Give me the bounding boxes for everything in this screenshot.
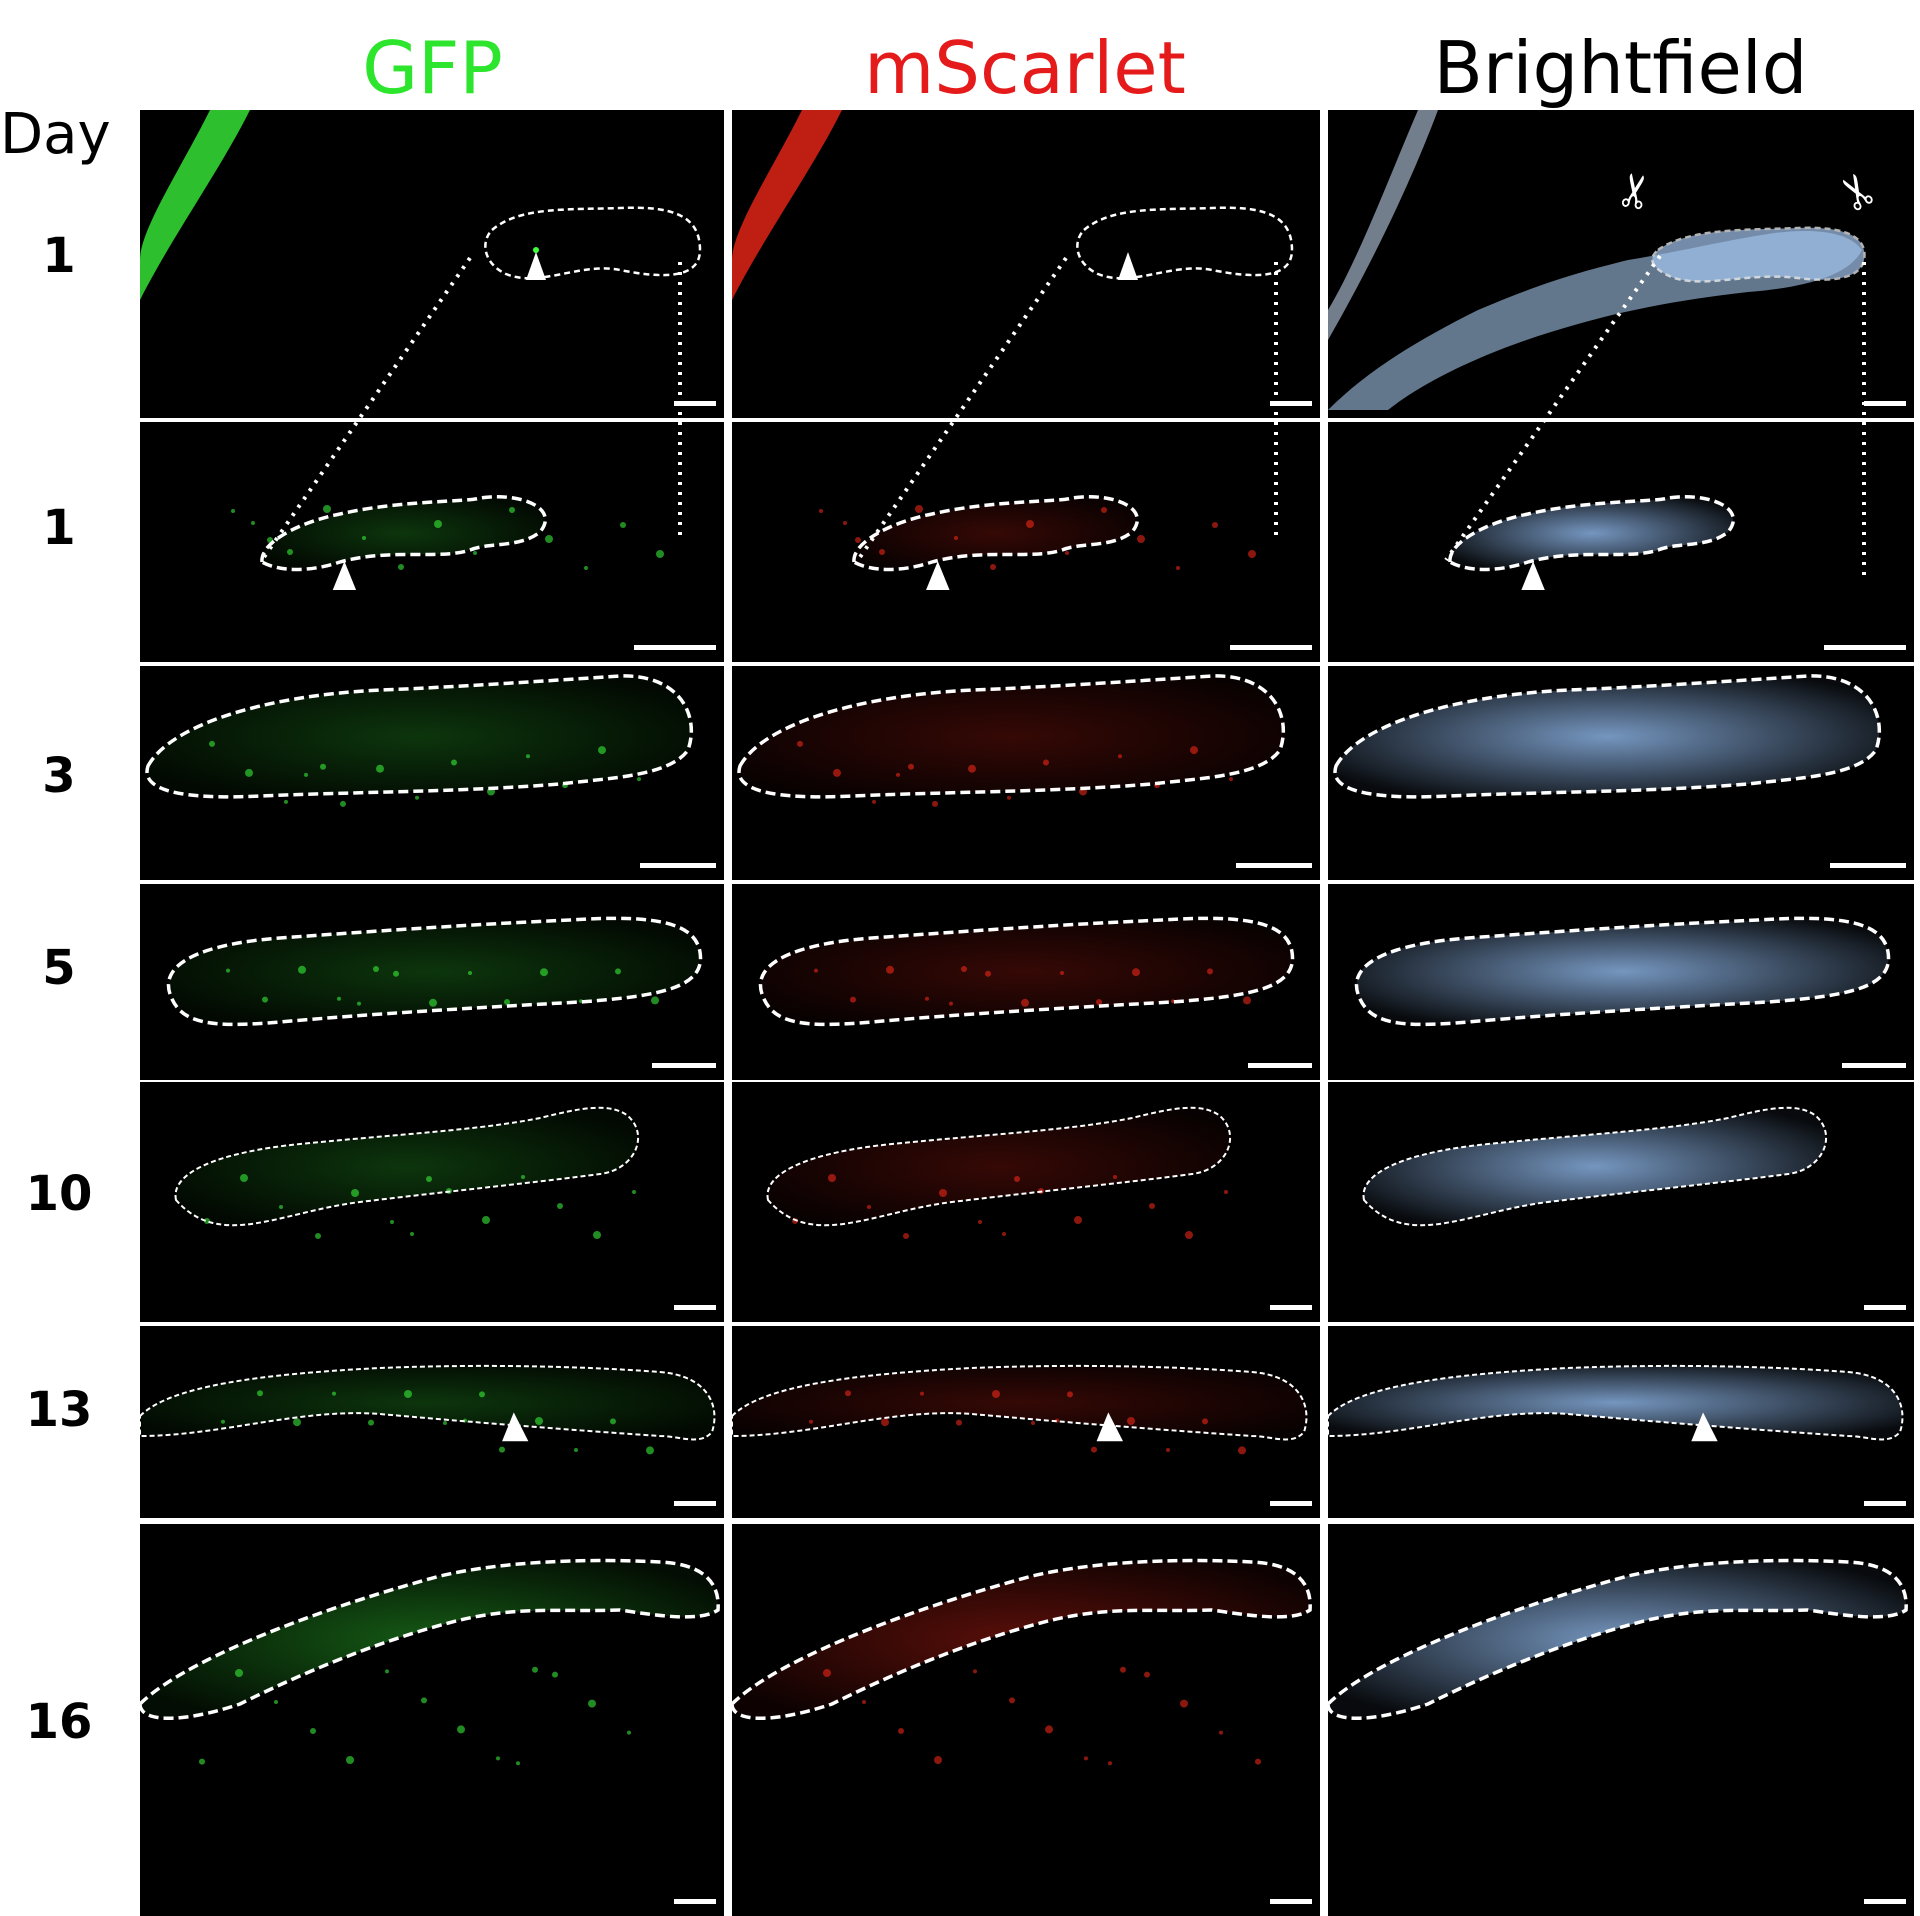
panel-gfp-row-5 xyxy=(140,1082,724,1322)
scale-bar xyxy=(1270,1501,1312,1506)
day-axis-title: Day xyxy=(0,102,111,167)
scale-bar xyxy=(674,1899,716,1904)
panel-brightfield-row-2 xyxy=(1328,422,1914,662)
scale-bar xyxy=(1248,1063,1312,1068)
scale-bar xyxy=(634,645,716,650)
panel-mscarlet-row-1 xyxy=(732,110,1320,418)
scale-bar xyxy=(1824,645,1906,650)
panel-gfp-row-4 xyxy=(140,884,724,1080)
panel-gfp-row-1 xyxy=(140,110,724,418)
column-header-mscarlet: mScarlet xyxy=(864,26,1186,110)
row-label-day: 16 xyxy=(25,1694,93,1750)
scale-bar xyxy=(1842,1063,1906,1068)
panel-mscarlet-row-2 xyxy=(732,422,1320,662)
row-label-day: 3 xyxy=(42,748,76,804)
panel-gfp-row-6 xyxy=(140,1326,724,1518)
scale-bar xyxy=(1864,1501,1906,1506)
row-label-day: 10 xyxy=(25,1166,93,1222)
panel-mscarlet-row-4 xyxy=(732,884,1320,1080)
column-header-brightfield: Brightfield xyxy=(1433,26,1808,110)
scale-bar xyxy=(1270,1899,1312,1904)
panel-mscarlet-row-7 xyxy=(732,1524,1320,1916)
panel-gfp-row-7 xyxy=(140,1524,724,1916)
scale-bar xyxy=(1230,645,1312,650)
scale-bar xyxy=(1236,863,1312,868)
panel-mscarlet-row-5 xyxy=(732,1082,1320,1322)
row-label-day: 13 xyxy=(25,1382,93,1438)
scale-bar xyxy=(1270,1305,1312,1310)
scale-bar xyxy=(1864,1305,1906,1310)
panel-brightfield-row-3 xyxy=(1328,666,1914,880)
panel-brightfield-row-5 xyxy=(1328,1082,1914,1322)
panel-gfp-row-3 xyxy=(140,666,724,880)
panel-brightfield-row-7 xyxy=(1328,1524,1914,1916)
scale-bar xyxy=(1270,401,1312,406)
scale-bar xyxy=(674,1305,716,1310)
panel-mscarlet-row-3 xyxy=(732,666,1320,880)
scale-bar xyxy=(652,1063,716,1068)
scale-bar xyxy=(674,401,716,406)
scale-bar xyxy=(640,863,716,868)
row-label-day: 1 xyxy=(42,228,76,284)
panel-mscarlet-row-6 xyxy=(732,1326,1320,1518)
scale-bar xyxy=(1864,1899,1906,1904)
row-label-day: 1 xyxy=(42,500,76,556)
scale-bar xyxy=(1830,863,1906,868)
scale-bar xyxy=(1864,401,1906,406)
panel-brightfield-row-4 xyxy=(1328,884,1914,1080)
panel-gfp-row-2 xyxy=(140,422,724,662)
panel-brightfield-row-6 xyxy=(1328,1326,1914,1518)
row-label-day: 5 xyxy=(42,940,76,996)
panel-brightfield-row-1: ✂ ✂ xyxy=(1328,110,1914,418)
column-header-gfp: GFP xyxy=(362,26,503,110)
scale-bar xyxy=(674,1501,716,1506)
